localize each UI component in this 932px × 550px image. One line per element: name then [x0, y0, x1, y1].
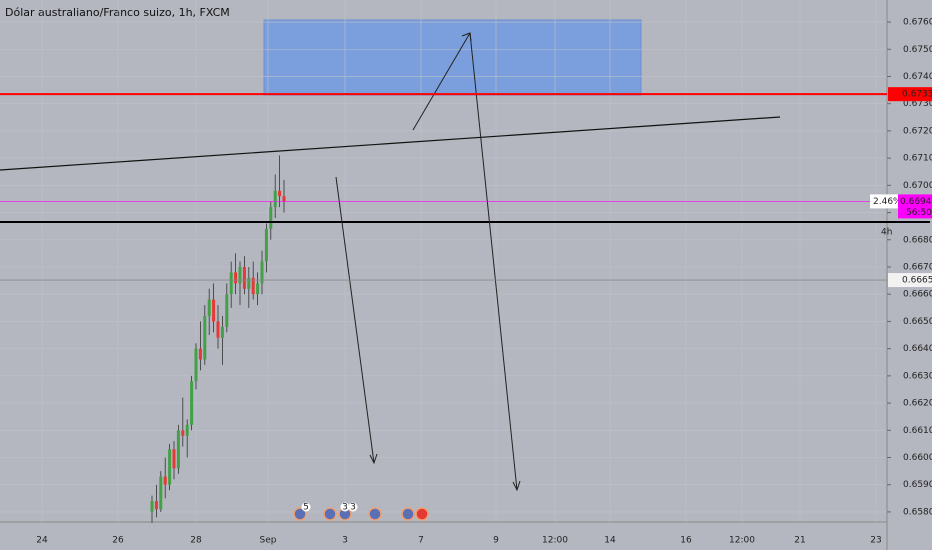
x-tick-label: Sep [260, 536, 277, 546]
y-tick-label: 0.65800 [903, 507, 932, 517]
candle-body [203, 315, 207, 360]
chart-title: Dólar australiano/Franco suizo, 1h, FXCM [5, 6, 230, 19]
candle-body [251, 277, 255, 295]
candle-body [234, 272, 238, 284]
candle-body [198, 348, 202, 360]
candle-body [172, 449, 176, 469]
candle-body [207, 299, 211, 316]
last-price-label: 0.66941 [900, 197, 932, 207]
candle-body [181, 430, 185, 436]
event-icon [293, 507, 307, 521]
candles [150, 155, 286, 523]
interval-label: 4h [881, 228, 892, 238]
candle-body [247, 277, 251, 289]
x-tick-label: 23 [870, 536, 881, 546]
event-badge [301, 502, 311, 512]
x-tick-label: 12:00 [729, 536, 755, 546]
event-icon [415, 507, 429, 521]
x-tick-label: 3 [342, 536, 348, 546]
candle-body [212, 299, 216, 322]
candle-body [269, 207, 273, 229]
candle-body [190, 381, 194, 425]
x-tick-label: 24 [36, 536, 48, 546]
candle-body [216, 321, 220, 338]
candle-body [260, 261, 264, 284]
candle-body [238, 266, 242, 284]
candle-body [150, 501, 154, 512]
candle-body [273, 190, 277, 208]
event-count: 3 [342, 503, 348, 513]
event-badge [340, 502, 350, 512]
arrows [335, 32, 521, 492]
event-icon [401, 507, 415, 521]
candle-body [154, 501, 158, 510]
last-price-tag [898, 194, 932, 219]
price-tag [888, 87, 932, 102]
price-tag [888, 273, 932, 288]
candle-body [256, 283, 260, 295]
candle-body [159, 476, 163, 510]
event-icon [323, 507, 337, 521]
candle-body [168, 449, 172, 485]
x-tick-label: 21 [794, 536, 805, 546]
event-badge [348, 502, 358, 512]
change-label: 2.46% [873, 197, 902, 207]
countdown-label: 56:50 [906, 208, 932, 218]
x-tick-label: 9 [493, 536, 499, 546]
candle-body [163, 476, 167, 485]
x-tick-label: 16 [680, 536, 692, 546]
event-count: 3 [350, 503, 356, 513]
price-tag-label: 0.67335 [902, 90, 932, 100]
candle-body [225, 294, 229, 327]
candle-body [264, 228, 268, 262]
event-count: 5 [303, 503, 309, 513]
candle-body [220, 326, 224, 338]
candle-body [176, 430, 180, 469]
trend-line [0, 116, 781, 171]
target-zone [263, 19, 642, 96]
event-icon [368, 507, 382, 521]
x-tick-label: 28 [190, 536, 202, 546]
x-tick-label: 14 [604, 536, 616, 546]
x-tick-label: 7 [418, 536, 424, 546]
candle-body [194, 348, 198, 382]
candle-body [229, 272, 233, 295]
x-tick-label: 12:00 [542, 536, 568, 546]
candle-body [185, 424, 189, 436]
x-tick-label: 26 [112, 536, 124, 546]
candle-body [278, 190, 282, 197]
change-tag [870, 194, 898, 209]
candle-body [282, 196, 286, 202]
candle-body [242, 266, 246, 289]
